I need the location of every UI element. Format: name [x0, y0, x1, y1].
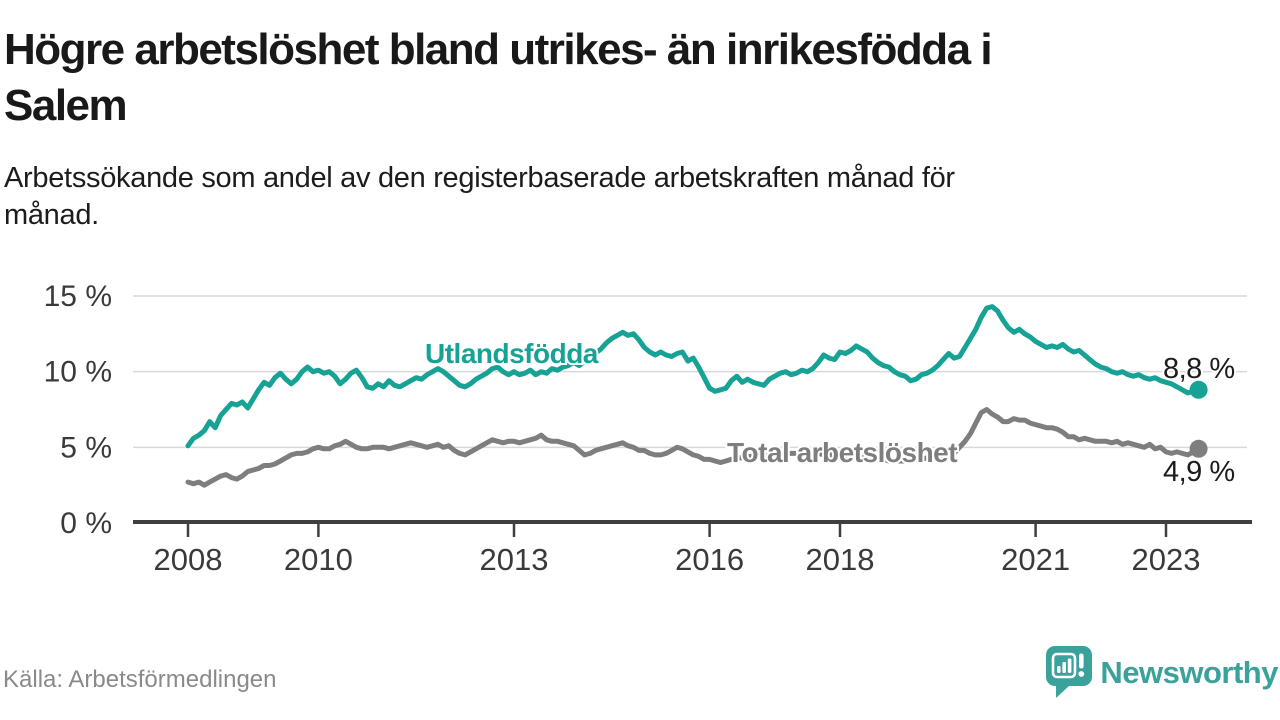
x-tick-label: 2018	[806, 542, 875, 577]
logo-bar-2	[1062, 662, 1067, 673]
source-note: Källa: Arbetsförmedlingen	[3, 666, 277, 693]
y-tick-label: 10 %	[44, 356, 112, 389]
end-value-label-utlandsfodda: 8,8 %	[1163, 353, 1235, 385]
end-value-label-total: 4,9 %	[1163, 456, 1235, 488]
logo-bar-1	[1057, 666, 1061, 673]
y-tick-label: 5 %	[60, 431, 112, 464]
series-label-total-arbetsloshet: Total arbetslöshet	[727, 437, 957, 468]
y-tick-label: 0 %	[60, 507, 112, 540]
x-tick-label: 2016	[675, 542, 744, 577]
x-tick-label: 2010	[284, 542, 353, 577]
newsworthy-bubble-icon	[1046, 646, 1093, 698]
logo-bar-3	[1068, 658, 1072, 673]
logo-frame	[1052, 652, 1077, 679]
chart-title: Högre arbetslöshet bland utrikes- än inr…	[4, 22, 1264, 134]
series-line-0	[185, 304, 1202, 449]
chart-title-line1: Högre arbetslöshet bland utrikes- än inr…	[4, 25, 993, 74]
logo-exclamation-dot	[1078, 671, 1085, 677]
x-tick-label: 2013	[480, 542, 549, 577]
series-end-dot-1	[1189, 439, 1208, 458]
chart-subtitle-line1: Arbetssökande som andel av den registerb…	[4, 162, 955, 194]
x-tick-label: 2008	[154, 542, 223, 577]
logo-exclamation-bar	[1079, 653, 1084, 669]
newsworthy-wordmark: Newsworthy	[1100, 655, 1278, 690]
x-tick-label: 2021	[1001, 542, 1070, 577]
series-line-1	[185, 407, 1202, 488]
x-axis-line	[133, 520, 1252, 524]
series-label-utlandsfodda: Utlandsfödda	[425, 338, 599, 369]
newsworthy-logo: Newsworthy	[1046, 645, 1278, 701]
chart-subtitle-line2: månad.	[4, 199, 99, 231]
chart-generated: 15 % 10 % 5 % 0 % 2008 2010 2013 2016 2018 2021 20…	[44, 280, 1252, 577]
y-tick-label: 15 %	[44, 280, 112, 313]
series-end-dot-0	[1189, 380, 1208, 399]
x-tick-label: 2023	[1132, 542, 1201, 577]
chart-title-line2: Salem	[4, 81, 128, 130]
chart-subtitle: Arbetssökande som andel av den registerb…	[4, 160, 1224, 234]
